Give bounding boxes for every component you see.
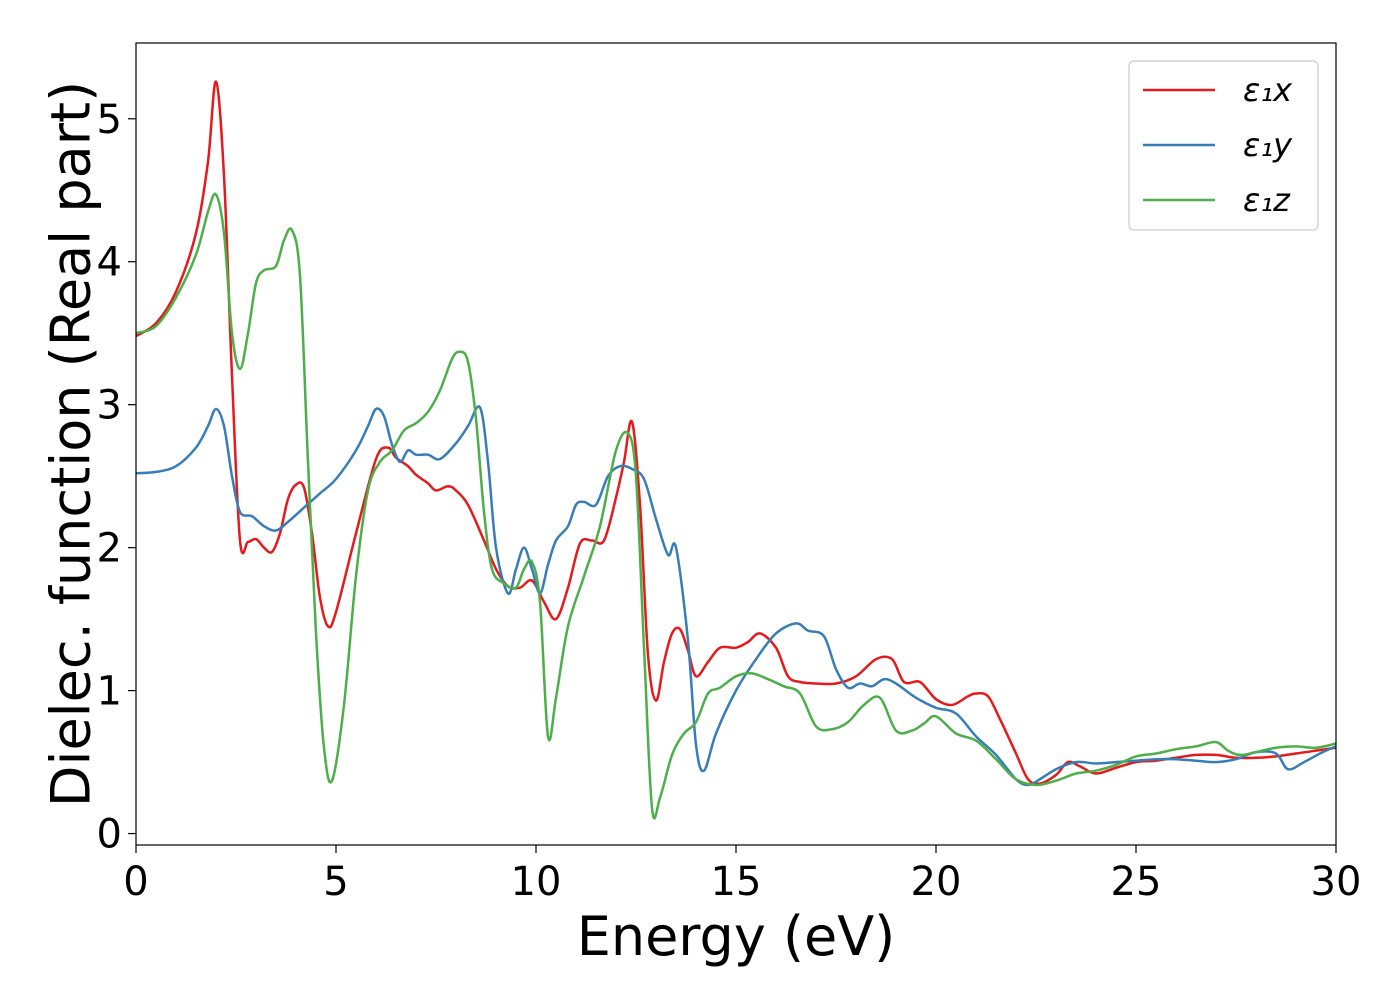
x-tick-label: 30 <box>1311 859 1362 905</box>
series-line-2 <box>135 405 1337 787</box>
x-axis-title: Energy (eV) <box>577 905 896 968</box>
y-tick-label: 5 <box>97 97 122 143</box>
legend-label: ε₁x <box>1243 71 1293 109</box>
x-tick-label: 5 <box>323 859 348 905</box>
y-tick-label: 4 <box>97 240 122 286</box>
legend-label: ε₁z <box>1243 181 1291 219</box>
y-tick-label: 1 <box>97 669 122 715</box>
x-tick-label: 15 <box>711 859 762 905</box>
series-layer <box>135 80 1337 820</box>
series-line-3 <box>135 192 1337 820</box>
plot-frame <box>135 42 1337 846</box>
legend-label: ε₁y <box>1243 126 1293 164</box>
x-tick-label: 10 <box>511 859 562 905</box>
x-tick-label: 0 <box>123 859 148 905</box>
legend: ε₁x ε₁y ε₁z <box>1128 60 1319 231</box>
y-axis-ticks: 0 1 2 3 4 5 <box>97 97 136 858</box>
x-tick-label: 20 <box>911 859 962 905</box>
y-tick-label: 3 <box>97 383 122 429</box>
x-tick-label: 25 <box>1111 859 1162 905</box>
y-axis-title: Dielec. function (Real part) <box>40 81 103 807</box>
x-axis-ticks: 0 5 10 15 20 25 30 <box>123 845 1361 905</box>
y-tick-label: 2 <box>97 526 122 572</box>
legend-box <box>1128 60 1319 231</box>
y-tick-label: 0 <box>97 812 122 858</box>
